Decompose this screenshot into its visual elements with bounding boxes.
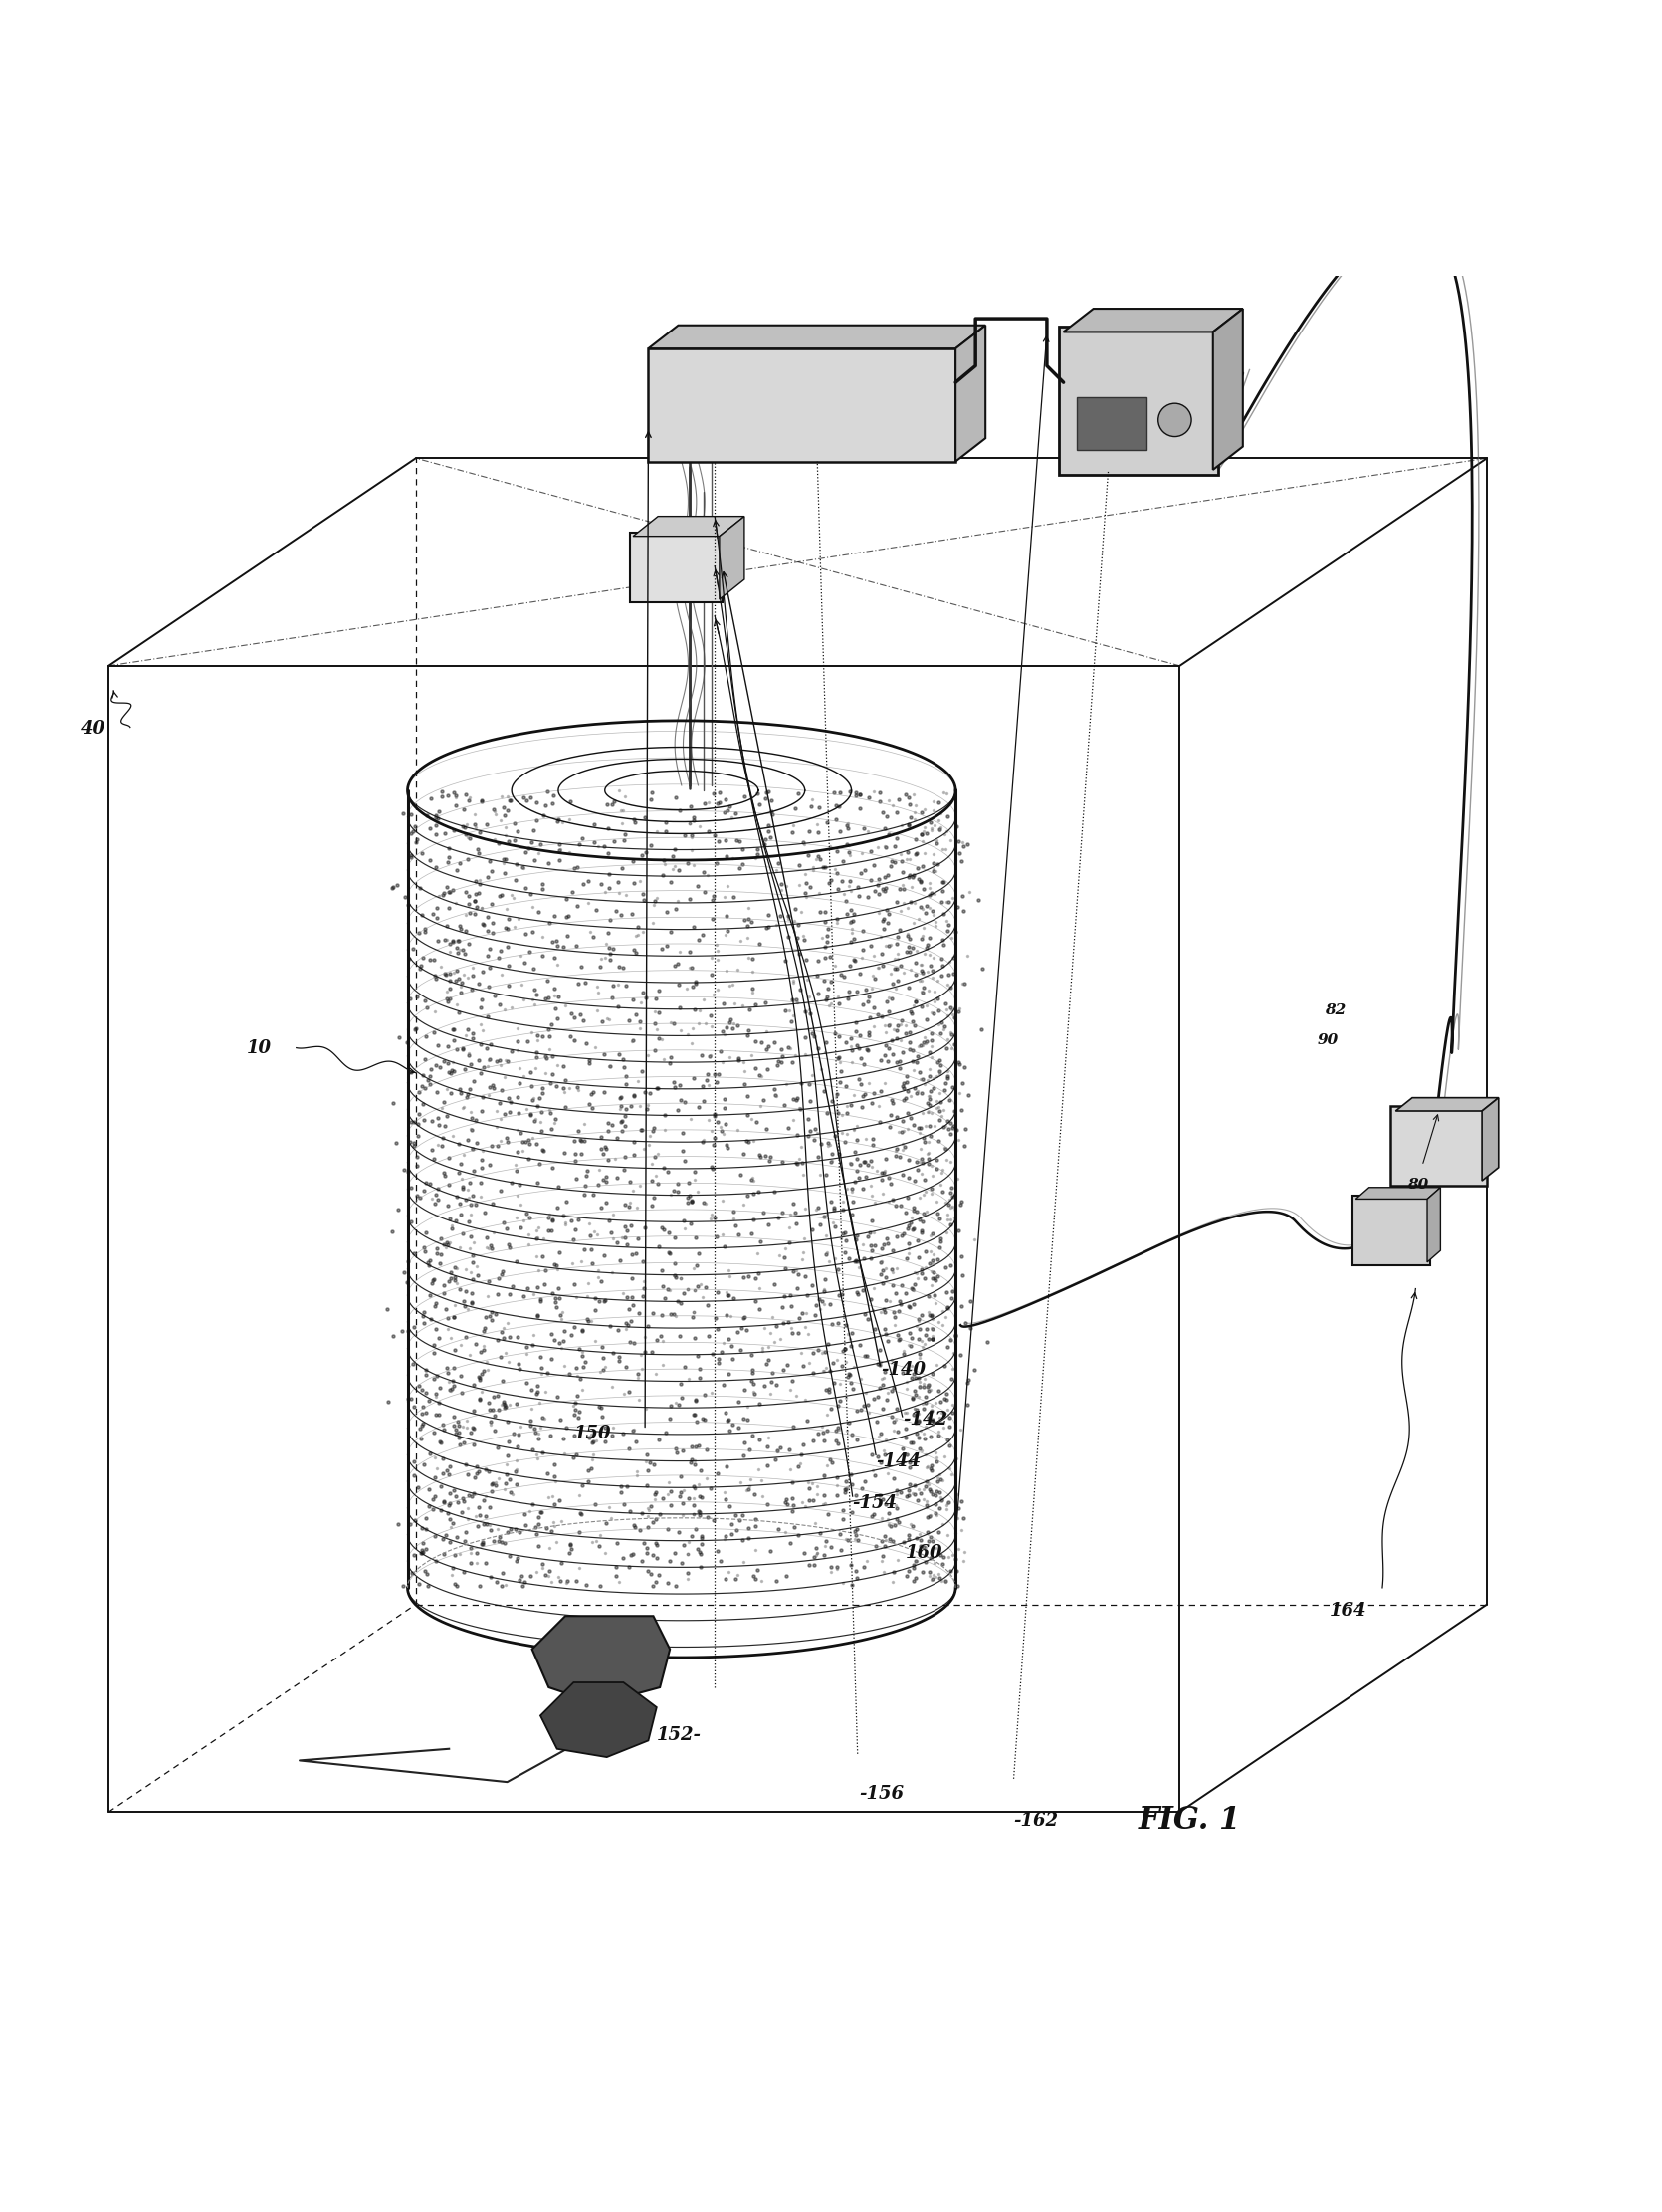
Polygon shape <box>720 515 745 599</box>
FancyBboxPatch shape <box>1391 1106 1487 1186</box>
Text: 160: 160 <box>906 1544 942 1562</box>
Text: -156: -156 <box>859 1785 904 1803</box>
Polygon shape <box>1213 310 1243 469</box>
Circle shape <box>1158 403 1192 436</box>
Text: 90: 90 <box>1318 1033 1338 1048</box>
FancyBboxPatch shape <box>630 533 723 602</box>
Polygon shape <box>1483 1097 1499 1181</box>
Text: 40: 40 <box>80 719 105 739</box>
FancyBboxPatch shape <box>1353 1197 1431 1265</box>
Polygon shape <box>532 1617 670 1703</box>
Polygon shape <box>1396 1097 1499 1110</box>
Text: 10: 10 <box>246 1040 271 1057</box>
Text: 150: 150 <box>573 1425 612 1442</box>
Text: 164: 164 <box>1330 1601 1366 1619</box>
Text: FIG. 1: FIG. 1 <box>1138 1805 1242 1836</box>
Polygon shape <box>1064 310 1243 332</box>
Text: 152-: 152- <box>656 1728 701 1745</box>
Text: -142: -142 <box>902 1411 947 1429</box>
Polygon shape <box>1356 1188 1441 1199</box>
FancyBboxPatch shape <box>1059 327 1218 476</box>
Polygon shape <box>956 325 986 462</box>
Polygon shape <box>648 349 956 462</box>
Polygon shape <box>540 1683 656 1756</box>
Text: 82: 82 <box>1325 1004 1345 1018</box>
Text: -140: -140 <box>881 1360 926 1378</box>
Polygon shape <box>1428 1188 1441 1263</box>
Polygon shape <box>633 515 745 535</box>
Text: 80: 80 <box>1408 1179 1428 1192</box>
Text: -154: -154 <box>853 1493 897 1513</box>
FancyBboxPatch shape <box>1077 396 1147 449</box>
Polygon shape <box>648 325 986 349</box>
Text: -144: -144 <box>876 1453 921 1471</box>
Text: -162: -162 <box>1014 1812 1059 1829</box>
